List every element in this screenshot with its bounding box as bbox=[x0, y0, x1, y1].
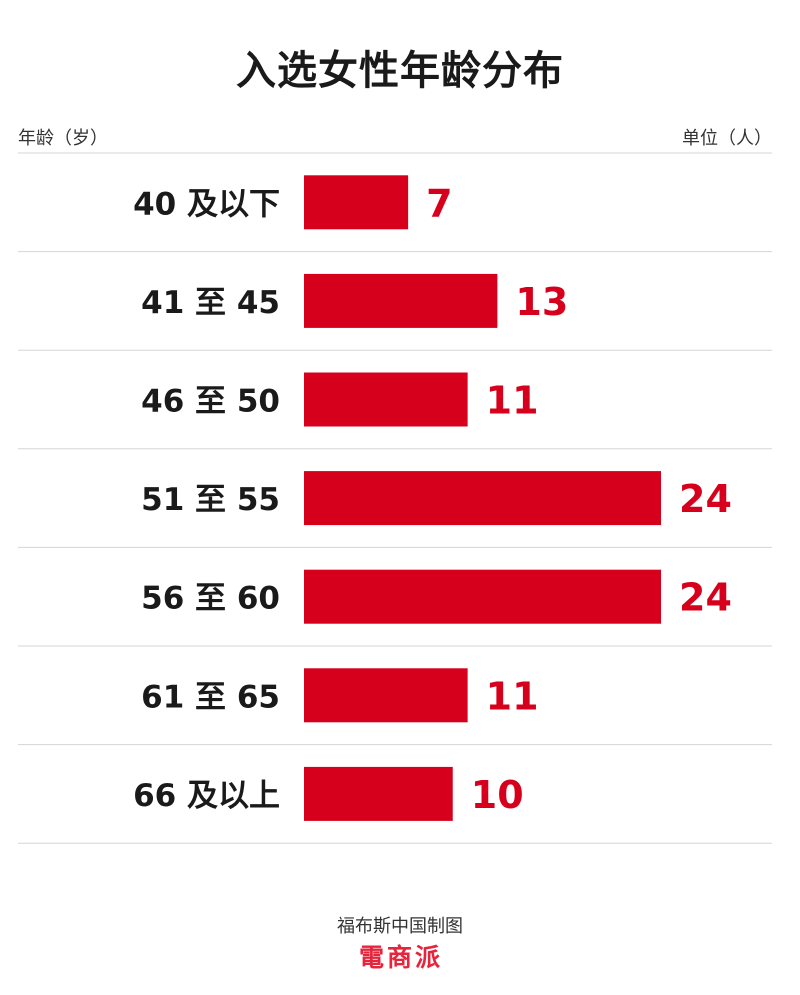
category-label: 56 至 60 bbox=[141, 581, 280, 617]
y-axis-label: 年龄（岁） bbox=[18, 128, 108, 149]
category-label: 46 至 50 bbox=[141, 384, 280, 420]
category-label: 66 及以上 bbox=[133, 778, 280, 814]
chart-title: 入选女性年龄分布 bbox=[236, 48, 564, 94]
bar bbox=[304, 175, 409, 230]
category-label: 40 及以下 bbox=[133, 186, 280, 222]
value-label: 7 bbox=[426, 181, 452, 225]
bar bbox=[304, 273, 498, 328]
category-label: 51 至 55 bbox=[141, 482, 280, 518]
bar bbox=[304, 569, 661, 624]
value-label: 11 bbox=[486, 674, 539, 718]
value-label: 11 bbox=[486, 379, 539, 423]
value-label: 10 bbox=[471, 773, 524, 817]
bar bbox=[304, 471, 661, 526]
x-axis-label: 单位（人） bbox=[682, 128, 772, 149]
category-label: 41 至 45 bbox=[141, 285, 280, 321]
footer-credit: 福布斯中国制图 bbox=[337, 916, 463, 937]
bar bbox=[304, 766, 453, 821]
bar bbox=[304, 668, 468, 723]
value-label: 13 bbox=[515, 280, 568, 324]
watermark-logo: 電商派 bbox=[358, 943, 443, 972]
value-label: 24 bbox=[679, 477, 732, 521]
value-label: 24 bbox=[679, 576, 732, 620]
category-label: 61 至 65 bbox=[141, 679, 280, 715]
bar bbox=[304, 372, 468, 427]
